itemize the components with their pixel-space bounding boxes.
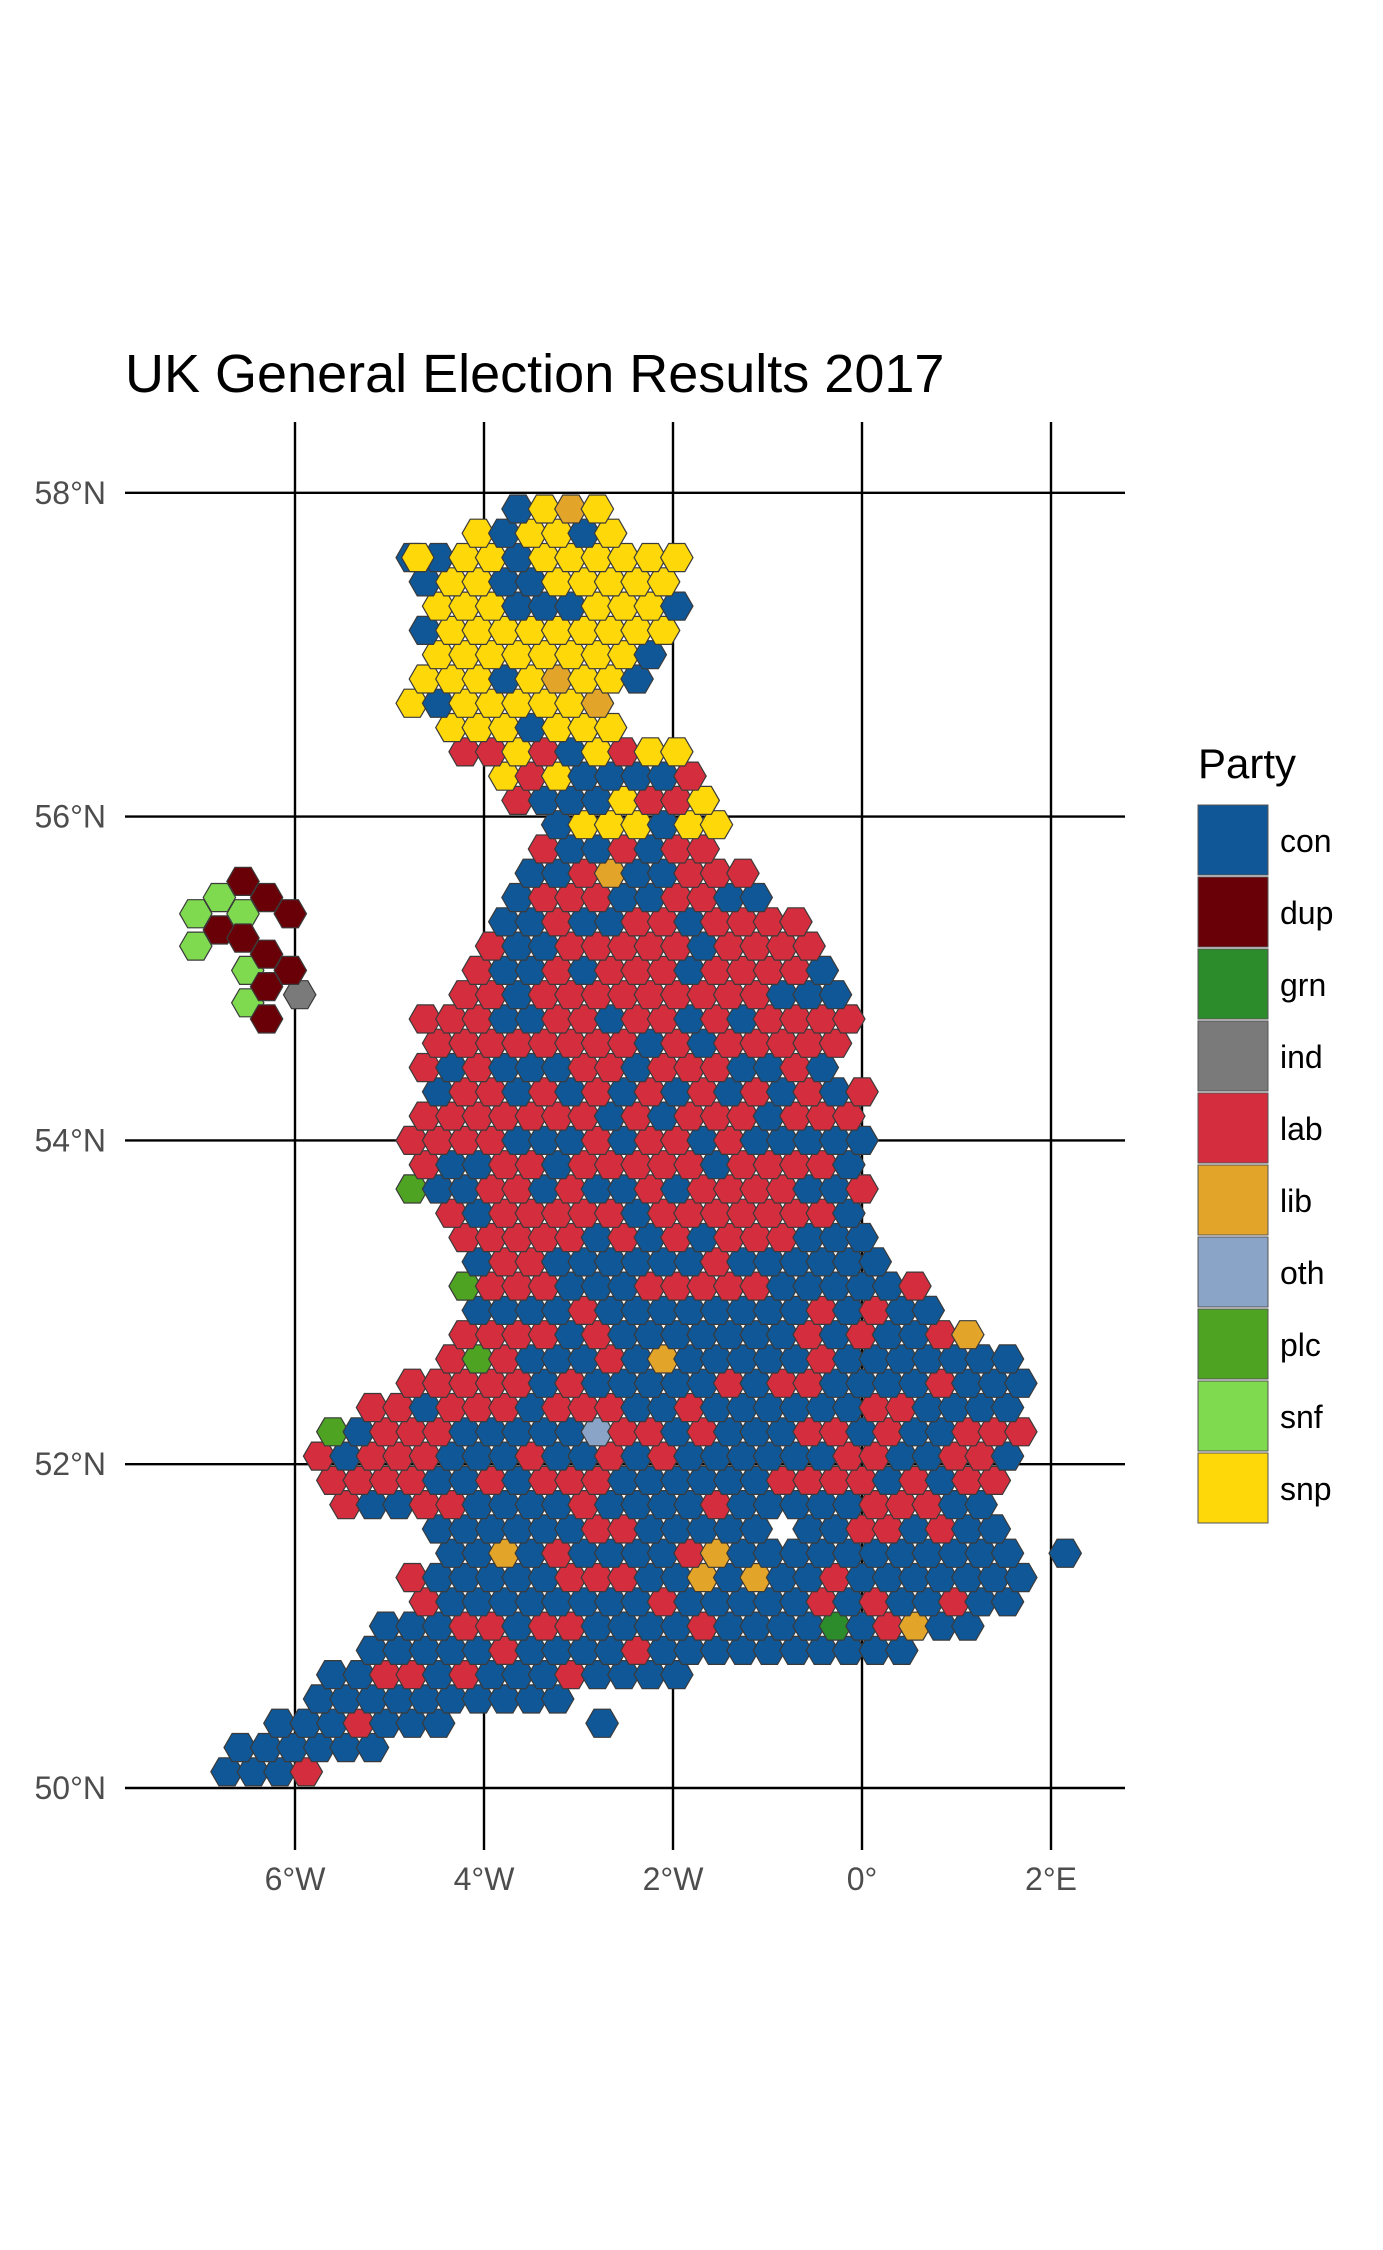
constituency-hex-lab [395,1368,430,1398]
constituency-hex-lab [355,1392,390,1423]
constituency-hex-con [845,1125,879,1156]
constituency-hex-con [1003,1368,1038,1398]
legend-label-ind: ind [1280,1039,1323,1075]
constituency-hex-lab [792,931,826,961]
constituency-hex-con [263,1708,297,1738]
legend-swatch-lib [1197,1164,1269,1236]
x-tick-label: 4°W [454,1861,516,1897]
constituency-hex-con [315,1659,350,1690]
constituency-hex-snp [659,542,694,573]
constituency-hex-dup [226,923,260,953]
x-tick-label: 2°W [643,1861,705,1897]
constituency-hex-dup [273,899,308,929]
legend-label-plc: plc [1280,1327,1321,1363]
constituency-hex-lab [752,907,787,937]
y-tick-label: 52°N [35,1446,107,1482]
constituency-hexes [178,494,1083,1787]
constituency-hex-con [990,1344,1025,1374]
legend: Party con dup grn ind lab lib oth plc snf snp [1197,740,1333,1524]
constituency-hex-con [871,1271,906,1301]
constituency-hex-con [805,955,840,986]
x-tick-label: 0° [847,1861,878,1897]
constituency-hex-lab [845,1174,879,1204]
y-tick-label: 50°N [35,1770,107,1806]
legend-swatch-plc [1197,1308,1269,1380]
constituency-hex-dup [249,1004,284,1034]
constituency-hex-snp [699,810,734,840]
constituency-hex-snp [686,785,721,816]
x-tick-label: 2°E [1025,1861,1077,1897]
axis-ticks: 6°W 4°W 2°W 0° 2°E 50°N 52°N 54°N 56°N 58°N [35,475,1077,1897]
legend-swatch-oth [1197,1236,1269,1308]
constituency-hex-dup [249,971,284,1002]
constituency-hex-con [845,1222,879,1253]
legend-label-snf: snf [1280,1399,1323,1435]
constituency-hex-con [964,1344,998,1374]
constituency-hex-snp [527,494,562,524]
chart-title: UK General Election Results 2017 [125,344,944,404]
constituency-hex-ind [282,980,317,1010]
constituency-hex-lab [726,858,760,888]
constituency-hex-con [739,882,774,913]
constituency-hex-con [1003,1562,1038,1593]
constituency-hex-snp [461,518,496,548]
constituency-hex-con [501,494,535,524]
x-tick-label: 6°W [265,1861,327,1897]
legend-title: Party [1198,740,1296,787]
constituency-hex-lib [554,494,588,524]
constituency-hex-snp [633,737,668,767]
legend-label-lib: lib [1280,1183,1312,1219]
legend-swatch-con [1197,804,1269,876]
constituency-hex-lab [779,907,813,937]
constituency-hex-lab [395,1562,430,1593]
constituency-hex-con [990,1538,1025,1568]
constituency-hex-con [818,1077,853,1107]
constituency-hex-lab [673,761,707,791]
constituency-hex-con [977,1514,1012,1544]
y-tick-label: 58°N [35,475,107,511]
constituency-hex-lab [699,858,734,888]
constituency-hex-snp [400,542,435,573]
constituency-hex-con [585,1708,619,1738]
constituency-hex-lab [831,1004,866,1034]
constituency-hex-con [752,1538,787,1568]
constituency-hex-snp [593,518,628,548]
constituency-hex-lab [408,1004,443,1034]
y-tick-label: 54°N [35,1122,107,1158]
constituency-hex-snp [607,542,641,573]
constituency-hex-dup [273,955,308,986]
constituency-hex-con [368,1611,403,1641]
legend-label-snp: snp [1280,1471,1332,1507]
constituency-hex-snp [633,542,668,573]
legend-label-con: con [1280,823,1332,859]
constituency-hex-lab [845,1077,879,1107]
constituency-hex-plc [315,1417,350,1447]
constituency-hex-snp [659,737,694,767]
legend-label-dup: dup [1280,895,1333,931]
legend-swatch-snf [1197,1380,1269,1452]
constituency-hex-con [858,1247,893,1277]
constituency-hex-lab [924,1320,959,1350]
constituency-hex-con [223,1732,258,1763]
legend-swatch-lab [1197,1092,1269,1164]
legend-label-oth: oth [1280,1255,1324,1291]
constituency-hex-con [1048,1538,1083,1568]
constituency-hex-lib [950,1320,985,1350]
constituency-hex-lab [898,1271,932,1301]
constituency-hex-lab [1003,1417,1038,1447]
legend-swatch-snp [1197,1452,1269,1524]
constituency-hex-snp [580,494,615,524]
constituency-hex-con [659,591,694,621]
constituency-hex-con [911,1295,946,1326]
legend-label-grn: grn [1280,967,1326,1003]
y-tick-label: 56°N [35,799,107,835]
constituency-hex-con [818,980,853,1010]
legend-swatch-grn [1197,948,1269,1020]
constituency-hex-snp [593,712,628,743]
legend-swatch-dup [1197,876,1269,948]
legend-swatch-ind [1197,1020,1269,1092]
constituency-hex-lab [607,737,641,767]
legend-label-lab: lab [1280,1111,1323,1147]
